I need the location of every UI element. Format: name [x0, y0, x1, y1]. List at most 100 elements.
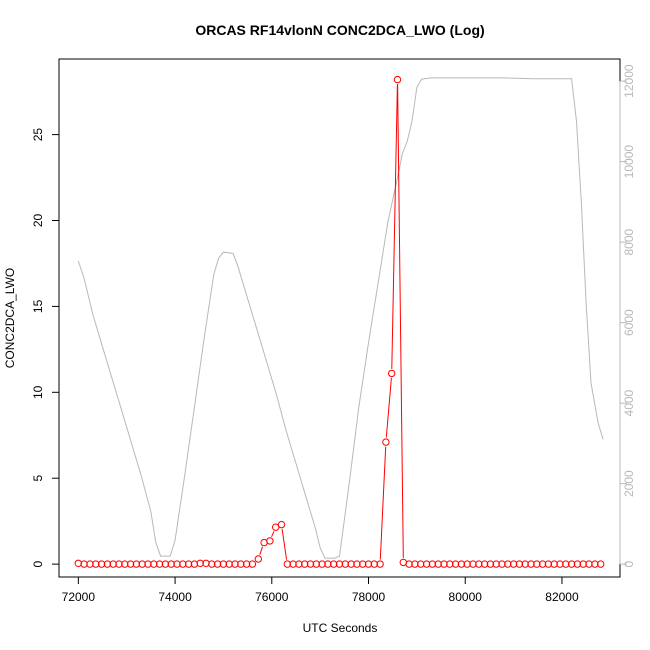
left-series-segment: [391, 84, 398, 369]
data-point: [248, 560, 257, 568]
data-point: [202, 559, 210, 567]
y-tick-label: 25: [31, 128, 45, 142]
data-point: [527, 560, 535, 568]
data-point: [225, 560, 233, 568]
data-point: [167, 560, 175, 568]
y-tick-label: 0: [31, 560, 45, 567]
data-point: [150, 560, 158, 568]
data-point: [179, 560, 187, 568]
data-point: [469, 560, 477, 568]
data-point: [231, 560, 239, 568]
data-point: [277, 520, 286, 529]
data-point: [138, 560, 146, 568]
y2-tick-label: 10000: [622, 145, 636, 179]
data-point: [556, 560, 564, 568]
data-point: [103, 560, 112, 568]
plot-frame: [58, 58, 621, 578]
data-point: [115, 560, 123, 568]
data-point: [515, 560, 524, 568]
data-point: [353, 560, 361, 568]
data-point: [254, 555, 262, 563]
y2-tick-label: 6000: [622, 309, 636, 336]
data-point: [283, 560, 291, 568]
data-point: [538, 560, 547, 568]
data-point: [579, 560, 587, 568]
data-point: [330, 560, 338, 568]
y2-tick-label: 8000: [622, 228, 636, 255]
data-point: [155, 560, 164, 568]
data-point: [196, 559, 204, 567]
y2-tick-label: 4000: [622, 389, 636, 416]
left-series-segment: [271, 531, 275, 537]
data-point: [306, 560, 315, 568]
data-point: [335, 560, 344, 568]
data-point: [428, 560, 437, 568]
data-point: [533, 560, 541, 568]
x-tick-label: 76000: [255, 590, 289, 604]
data-point: [74, 559, 83, 567]
data-point: [597, 560, 605, 568]
data-point: [301, 560, 309, 568]
data-point: [132, 560, 141, 568]
data-point: [411, 560, 419, 568]
data-point: [475, 560, 483, 568]
data-point: [92, 560, 100, 568]
data-point: [591, 560, 599, 568]
data-point: [312, 560, 320, 568]
data-point: [393, 75, 402, 84]
data-point: [550, 560, 558, 568]
data-point: [213, 560, 222, 568]
data-point: [242, 560, 251, 568]
data-point: [567, 560, 576, 568]
data-point: [161, 560, 170, 568]
left-axis-series: [74, 75, 605, 568]
y-tick-label: 20: [31, 214, 45, 228]
data-point: [359, 560, 367, 568]
data-point: [521, 560, 529, 568]
left-series-segment: [385, 377, 392, 438]
y-tick-label: 5: [31, 475, 45, 482]
data-point: [480, 560, 489, 568]
right-axis-series: [77, 77, 604, 559]
data-point: [457, 560, 466, 568]
left-series-segment: [397, 84, 404, 558]
y2-axis: 0 2000 4000 6000 8000 10000 12000: [619, 64, 636, 567]
data-point: [173, 560, 181, 568]
data-point: [347, 560, 355, 568]
x-tick-label: 72000: [62, 590, 96, 604]
data-point: [364, 560, 373, 568]
data-point: [573, 560, 582, 568]
left-series-segment: [379, 446, 387, 560]
x-tick-label: 74000: [158, 590, 192, 604]
data-point: [237, 560, 245, 568]
data-point: [121, 560, 129, 568]
x-axis: 72000 74000 76000 78000 80000 82000: [62, 576, 579, 604]
y-axis: 0 5 10 15 20 25: [31, 128, 60, 567]
x-tick-label: 80000: [449, 590, 483, 604]
data-point: [295, 560, 303, 568]
data-point: [324, 560, 332, 568]
data-point: [434, 560, 442, 568]
data-point: [446, 560, 454, 568]
right-series-line: [77, 77, 604, 559]
data-point: [219, 560, 228, 568]
data-point: [190, 560, 199, 568]
data-point: [544, 560, 553, 568]
x-tick-label: 78000: [352, 590, 386, 604]
y2-tick-label: 12000: [622, 64, 636, 98]
data-point: [422, 560, 431, 568]
data-point: [109, 560, 117, 568]
data-point: [289, 560, 297, 568]
left-series-segment: [281, 529, 288, 560]
chart-title: ORCAS RF14vlonN CONC2DCA_LWO (Log): [195, 22, 484, 38]
y-axis-label: CONC2DCA_LWO: [3, 268, 17, 368]
data-point: [126, 560, 135, 568]
data-point: [318, 560, 326, 568]
x-axis-label: UTC Seconds: [303, 621, 378, 635]
y-tick-label: 15: [31, 299, 45, 313]
y2-tick-label: 0: [622, 560, 636, 567]
data-point: [463, 560, 471, 568]
data-point: [562, 560, 570, 568]
data-point: [405, 560, 413, 568]
data-point: [97, 560, 106, 568]
